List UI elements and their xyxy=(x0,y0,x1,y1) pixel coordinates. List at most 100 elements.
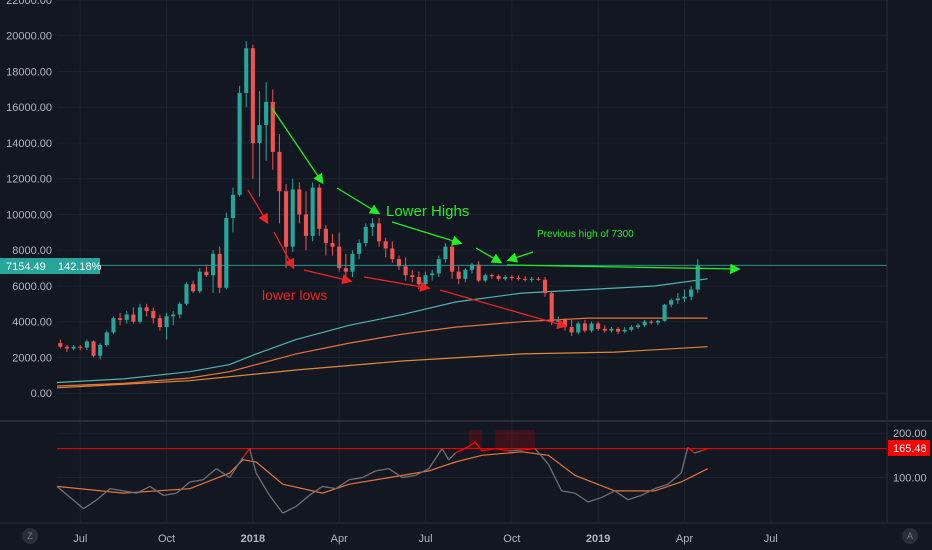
oscillator-line-segment xyxy=(308,485,323,496)
oscillator-line-segment xyxy=(614,490,629,501)
candle-body xyxy=(622,329,627,332)
candle-body xyxy=(569,327,574,333)
candle-body xyxy=(237,92,242,195)
candle-up xyxy=(357,239,362,260)
candle-up xyxy=(662,303,667,322)
candle-down xyxy=(330,234,335,256)
candle-down xyxy=(250,44,255,179)
candle-body xyxy=(655,320,660,323)
candle-down xyxy=(476,260,481,283)
candle-body xyxy=(78,346,83,348)
candle-body xyxy=(350,253,355,272)
y-tick-label: 18000.00 xyxy=(6,66,52,78)
candle-body xyxy=(210,253,216,276)
candle-body xyxy=(476,264,481,281)
candle-body xyxy=(217,253,222,288)
candle-up xyxy=(430,269,435,281)
oscillator-line-segment xyxy=(110,488,124,492)
overbought-band xyxy=(495,430,536,449)
candle-body xyxy=(509,277,514,279)
price-tag-change: 142.18% xyxy=(58,261,102,273)
oscillator-line-segment xyxy=(448,452,456,461)
candle-down xyxy=(204,264,209,278)
candle-up xyxy=(529,277,534,283)
candle-body xyxy=(675,298,680,301)
candle-body xyxy=(503,277,508,279)
candle-down xyxy=(58,339,63,349)
candle-down xyxy=(390,241,395,263)
ma-orange-slow-line xyxy=(56,346,708,389)
candle-up xyxy=(111,316,116,335)
oscillator-value-tag-box xyxy=(888,440,930,456)
lower-highs-arrow-3 xyxy=(391,221,463,246)
candle-body xyxy=(602,328,607,331)
price-tag-box xyxy=(0,258,100,274)
oscillator-line-segment xyxy=(163,492,177,496)
candle-up xyxy=(244,41,249,108)
candle-down xyxy=(602,325,607,333)
oscillator-line-segment xyxy=(362,470,377,479)
candle-body xyxy=(124,314,129,320)
candle-down xyxy=(523,276,528,282)
x-tick-label: Jul xyxy=(418,533,432,545)
candle-body xyxy=(536,278,541,280)
auto-scale-button[interactable]: A xyxy=(902,528,918,544)
candle-body xyxy=(264,101,269,126)
candle-up xyxy=(104,330,109,347)
oscillator-line-segment xyxy=(468,441,476,447)
candle-body xyxy=(84,341,89,348)
candle-up xyxy=(436,255,441,278)
candle-body xyxy=(111,318,116,333)
candle-body xyxy=(98,344,103,356)
y-tick-label: 16000.00 xyxy=(6,102,52,114)
candle-down xyxy=(91,340,96,358)
oscillator-line-segment xyxy=(534,448,549,465)
ma-teal-line xyxy=(56,278,708,384)
candle-body xyxy=(456,271,461,279)
oscillator-line-segment xyxy=(547,463,563,492)
candle-body xyxy=(184,284,189,304)
candle-body xyxy=(323,228,328,244)
candle-up xyxy=(370,218,375,236)
candle-up xyxy=(124,310,129,324)
lower-lows-label: lower lows xyxy=(262,287,327,303)
candle-down xyxy=(144,303,149,317)
candle-up xyxy=(443,243,448,263)
candle-down xyxy=(582,319,587,333)
candle-body xyxy=(576,323,581,333)
candle-body xyxy=(662,304,667,321)
oscillator-signal-line xyxy=(56,451,708,494)
oscillator-panel xyxy=(56,441,887,514)
oscillator-line-segment xyxy=(388,468,403,479)
candle-body xyxy=(549,293,554,322)
y-tick-label: 20000.00 xyxy=(6,31,52,43)
candle-up xyxy=(264,82,269,161)
candle-up xyxy=(642,319,647,328)
candle-up xyxy=(224,212,229,290)
candle-up xyxy=(350,250,355,278)
candle-body xyxy=(104,332,109,345)
oscillator-line-segment xyxy=(700,448,708,452)
candle-body xyxy=(204,271,209,276)
candle-body xyxy=(270,101,275,152)
previous-high-label: Previous high of 7300 xyxy=(537,229,634,240)
candle-up xyxy=(210,250,216,294)
candle-body xyxy=(529,278,534,280)
y-tick-label: 12000.00 xyxy=(6,174,52,186)
candle-up xyxy=(257,91,262,197)
candle-body xyxy=(436,259,441,274)
candle-down xyxy=(456,266,461,285)
oscillator-line-segment xyxy=(215,468,231,479)
corner-button-z[interactable]: Z xyxy=(22,528,38,544)
candle-body xyxy=(171,314,176,317)
candle-down xyxy=(549,291,554,326)
oscillator-line-segment xyxy=(96,488,111,501)
candle-body xyxy=(343,268,348,272)
oscillator-line-segment xyxy=(474,441,483,452)
candle-down xyxy=(616,327,621,335)
oscillator-line-segment xyxy=(149,485,164,496)
candle-body xyxy=(682,296,687,299)
candle-up xyxy=(363,223,368,247)
candle-body xyxy=(403,266,408,276)
